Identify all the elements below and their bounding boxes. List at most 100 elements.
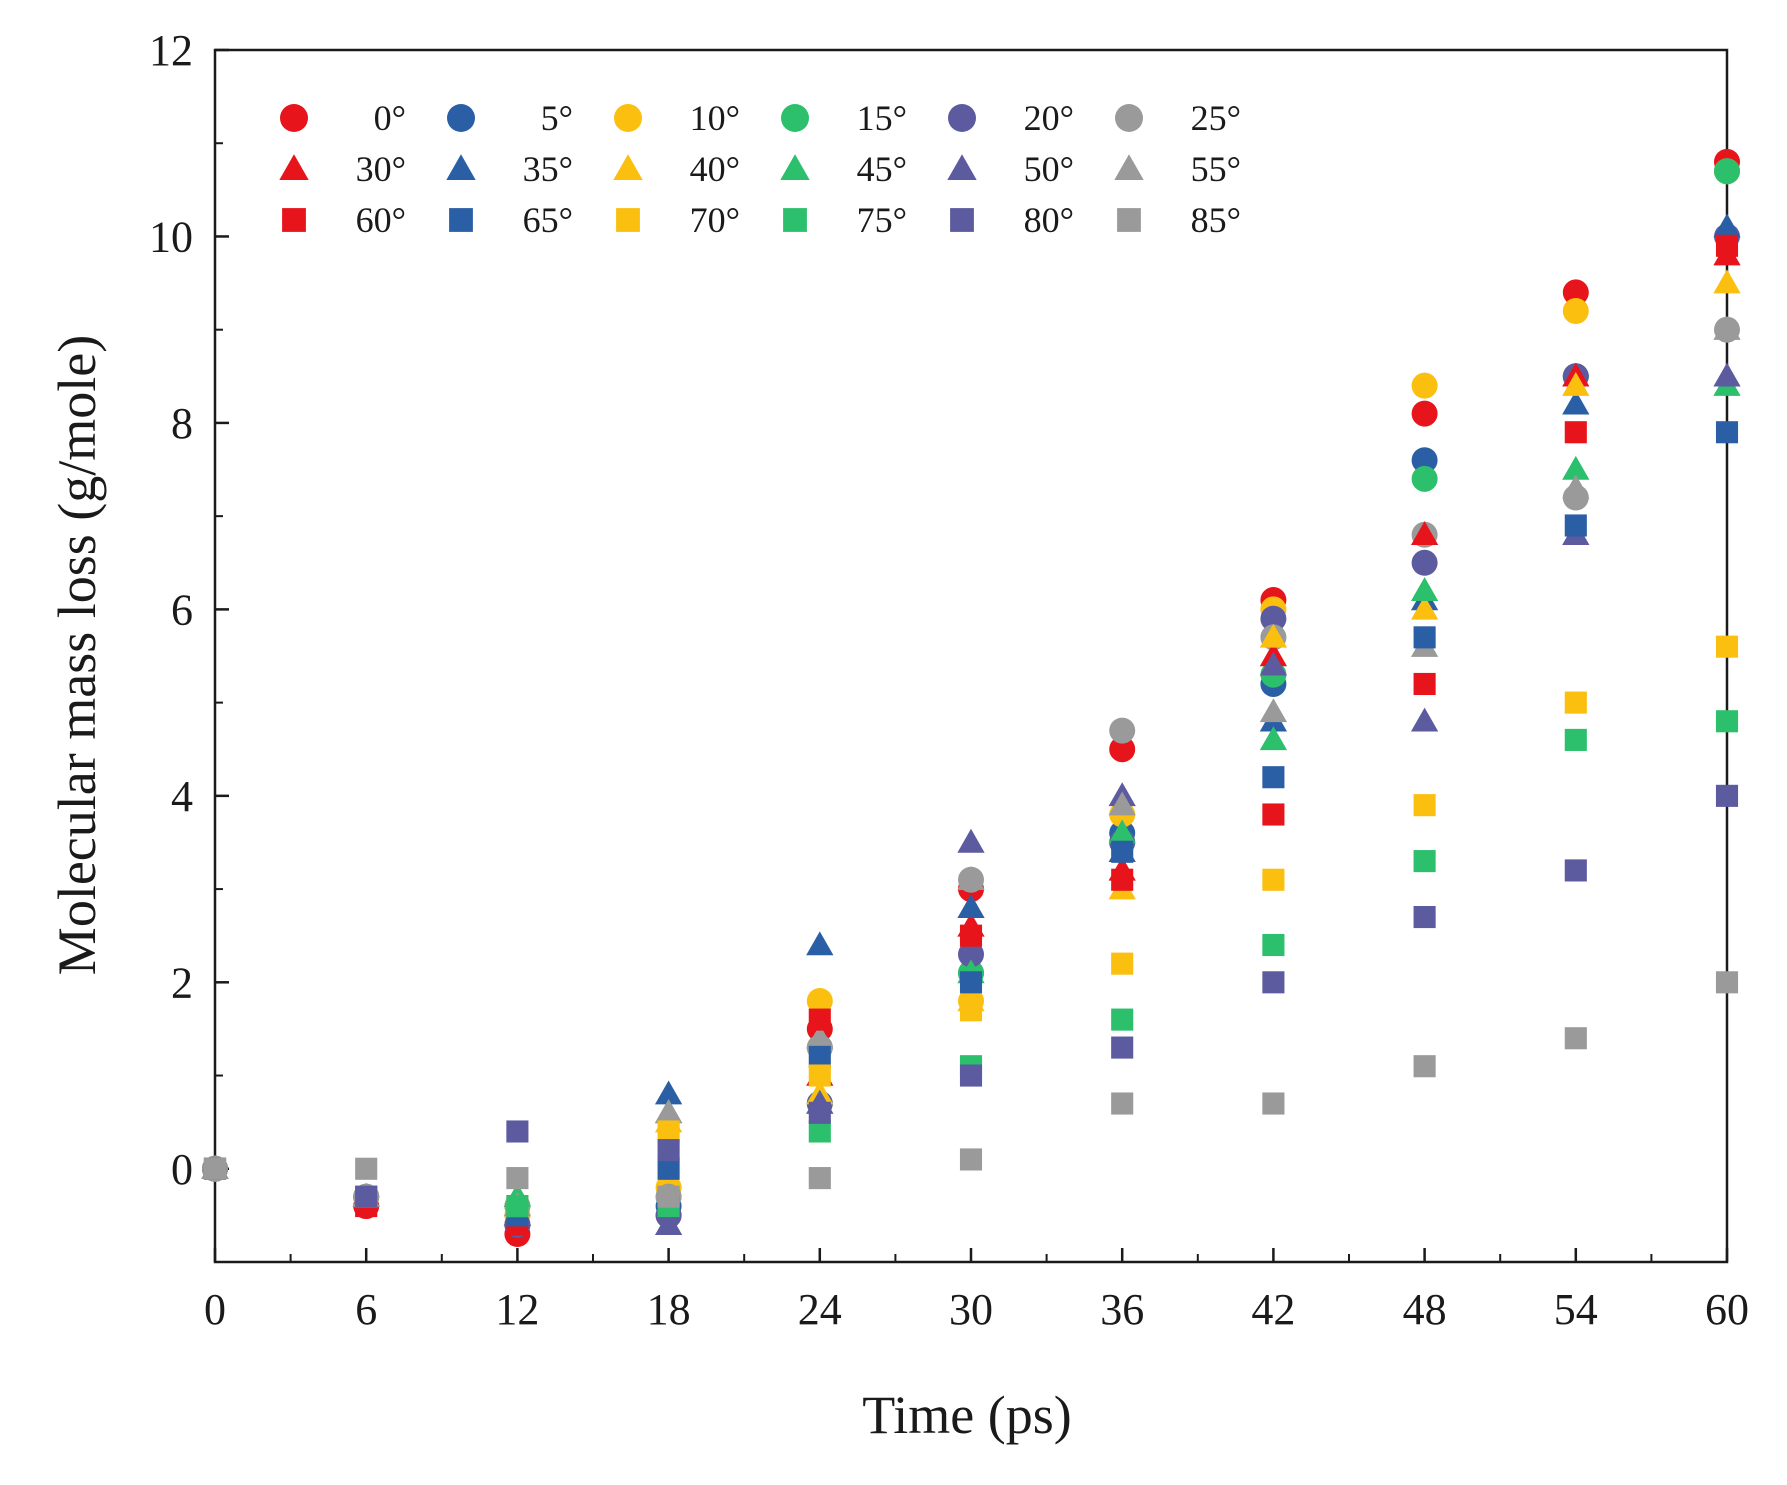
data-point xyxy=(1410,521,1439,546)
data-point xyxy=(1413,850,1436,873)
legend-item: 55° xyxy=(1114,149,1241,189)
legend-item: 85° xyxy=(1117,200,1241,240)
data-point xyxy=(1562,474,1590,499)
legend-label: 25° xyxy=(1191,98,1241,138)
data-point xyxy=(1411,372,1438,399)
series-80deg xyxy=(203,784,1739,1208)
data-point xyxy=(657,1157,680,1180)
legend-marker xyxy=(947,154,977,181)
legend-label: 75° xyxy=(857,200,907,240)
data-point xyxy=(1413,626,1436,649)
data-point xyxy=(1259,651,1288,676)
data-point xyxy=(1564,1027,1587,1050)
data-point xyxy=(808,1101,831,1124)
legend-marker xyxy=(783,208,807,232)
data-point xyxy=(808,1167,831,1190)
legend-label: 60° xyxy=(356,200,406,240)
data-point xyxy=(654,1211,683,1235)
data-point xyxy=(1413,1055,1436,1078)
legend-item: 30° xyxy=(279,149,406,189)
legend-marker xyxy=(613,154,643,181)
data-point xyxy=(806,987,833,1014)
data-point xyxy=(1411,465,1438,492)
x-tick-label: 36 xyxy=(1100,1285,1144,1334)
legend-item: 0° xyxy=(280,98,406,138)
data-point xyxy=(957,894,985,918)
legend-marker xyxy=(1115,104,1143,132)
legend-marker xyxy=(1114,154,1144,181)
data-point xyxy=(808,1120,831,1143)
legend-item: 20° xyxy=(948,98,1074,138)
series-50deg xyxy=(201,362,1741,1235)
legend-item: 75° xyxy=(783,200,907,240)
data-point xyxy=(657,1120,680,1143)
data-point xyxy=(1260,605,1287,632)
data-point xyxy=(959,971,983,994)
legend-item: 65° xyxy=(449,200,573,240)
legend-label: 65° xyxy=(523,200,573,240)
legend-label: 45° xyxy=(857,149,907,189)
x-tick-label: 0 xyxy=(204,1285,226,1334)
legend-item: 5° xyxy=(447,98,573,138)
x-axis: 0 6 12 18 24 30 36 42 48 54 60 xyxy=(204,1248,1749,1334)
data-point xyxy=(1562,298,1589,325)
legend-marker xyxy=(950,208,974,232)
legend-marker xyxy=(614,104,642,132)
y-tick-label: 6 xyxy=(171,585,193,634)
data-point xyxy=(1715,421,1739,444)
data-point xyxy=(1715,784,1739,807)
legend-label: 10° xyxy=(690,98,740,138)
legend-label: 40° xyxy=(690,149,740,189)
data-point xyxy=(203,1157,227,1180)
legend-label: 80° xyxy=(1024,200,1074,240)
legend-marker xyxy=(781,104,809,132)
data-point xyxy=(1259,726,1288,751)
data-point xyxy=(1562,371,1590,396)
data-point xyxy=(355,1157,378,1180)
y-tick-label: 12 xyxy=(149,26,193,75)
data-point xyxy=(654,1099,683,1124)
data-point xyxy=(506,1167,529,1190)
data-point xyxy=(1410,595,1439,620)
data-point xyxy=(1713,213,1741,238)
data-point xyxy=(1410,707,1439,732)
legend-item: 45° xyxy=(780,149,907,189)
data-point xyxy=(506,1120,529,1143)
x-axis-title: Time (ps) xyxy=(862,1385,1072,1445)
legend-marker xyxy=(1117,208,1141,232)
x-tick-label: 60 xyxy=(1705,1285,1749,1334)
legend-label: 55° xyxy=(1191,149,1241,189)
data-point xyxy=(1111,868,1134,891)
legend-label: 85° xyxy=(1191,200,1241,240)
legend-label: 30° xyxy=(356,149,406,189)
x-tick-label: 24 xyxy=(798,1285,842,1334)
y-tick-label: 4 xyxy=(171,772,193,821)
data-point xyxy=(1413,672,1436,696)
data-point xyxy=(1262,933,1285,957)
data-point xyxy=(808,1064,831,1087)
data-point xyxy=(1564,728,1587,751)
legend-item: 10° xyxy=(614,98,740,138)
legend-marker xyxy=(948,104,976,132)
data-point xyxy=(1410,577,1439,601)
legend-marker xyxy=(780,154,810,181)
data-point xyxy=(1715,635,1739,658)
data-point xyxy=(959,1064,983,1087)
data-point xyxy=(1109,736,1136,763)
data-point xyxy=(1562,279,1589,306)
legend-marker xyxy=(280,104,308,132)
data-point xyxy=(1411,400,1438,427)
data-point xyxy=(1111,952,1134,975)
x-tick-label: 6 xyxy=(355,1285,377,1334)
x-tick-label: 30 xyxy=(949,1285,993,1334)
data-point xyxy=(808,1045,831,1068)
data-point xyxy=(1111,1036,1134,1059)
data-point xyxy=(1262,868,1285,891)
legend-label: 35° xyxy=(523,149,573,189)
legend-label: 0° xyxy=(374,98,406,138)
series-65deg xyxy=(203,421,1739,1227)
legend-label: 15° xyxy=(857,98,907,138)
data-point xyxy=(957,828,985,853)
data-point xyxy=(1715,234,1739,257)
data-point xyxy=(806,931,834,956)
